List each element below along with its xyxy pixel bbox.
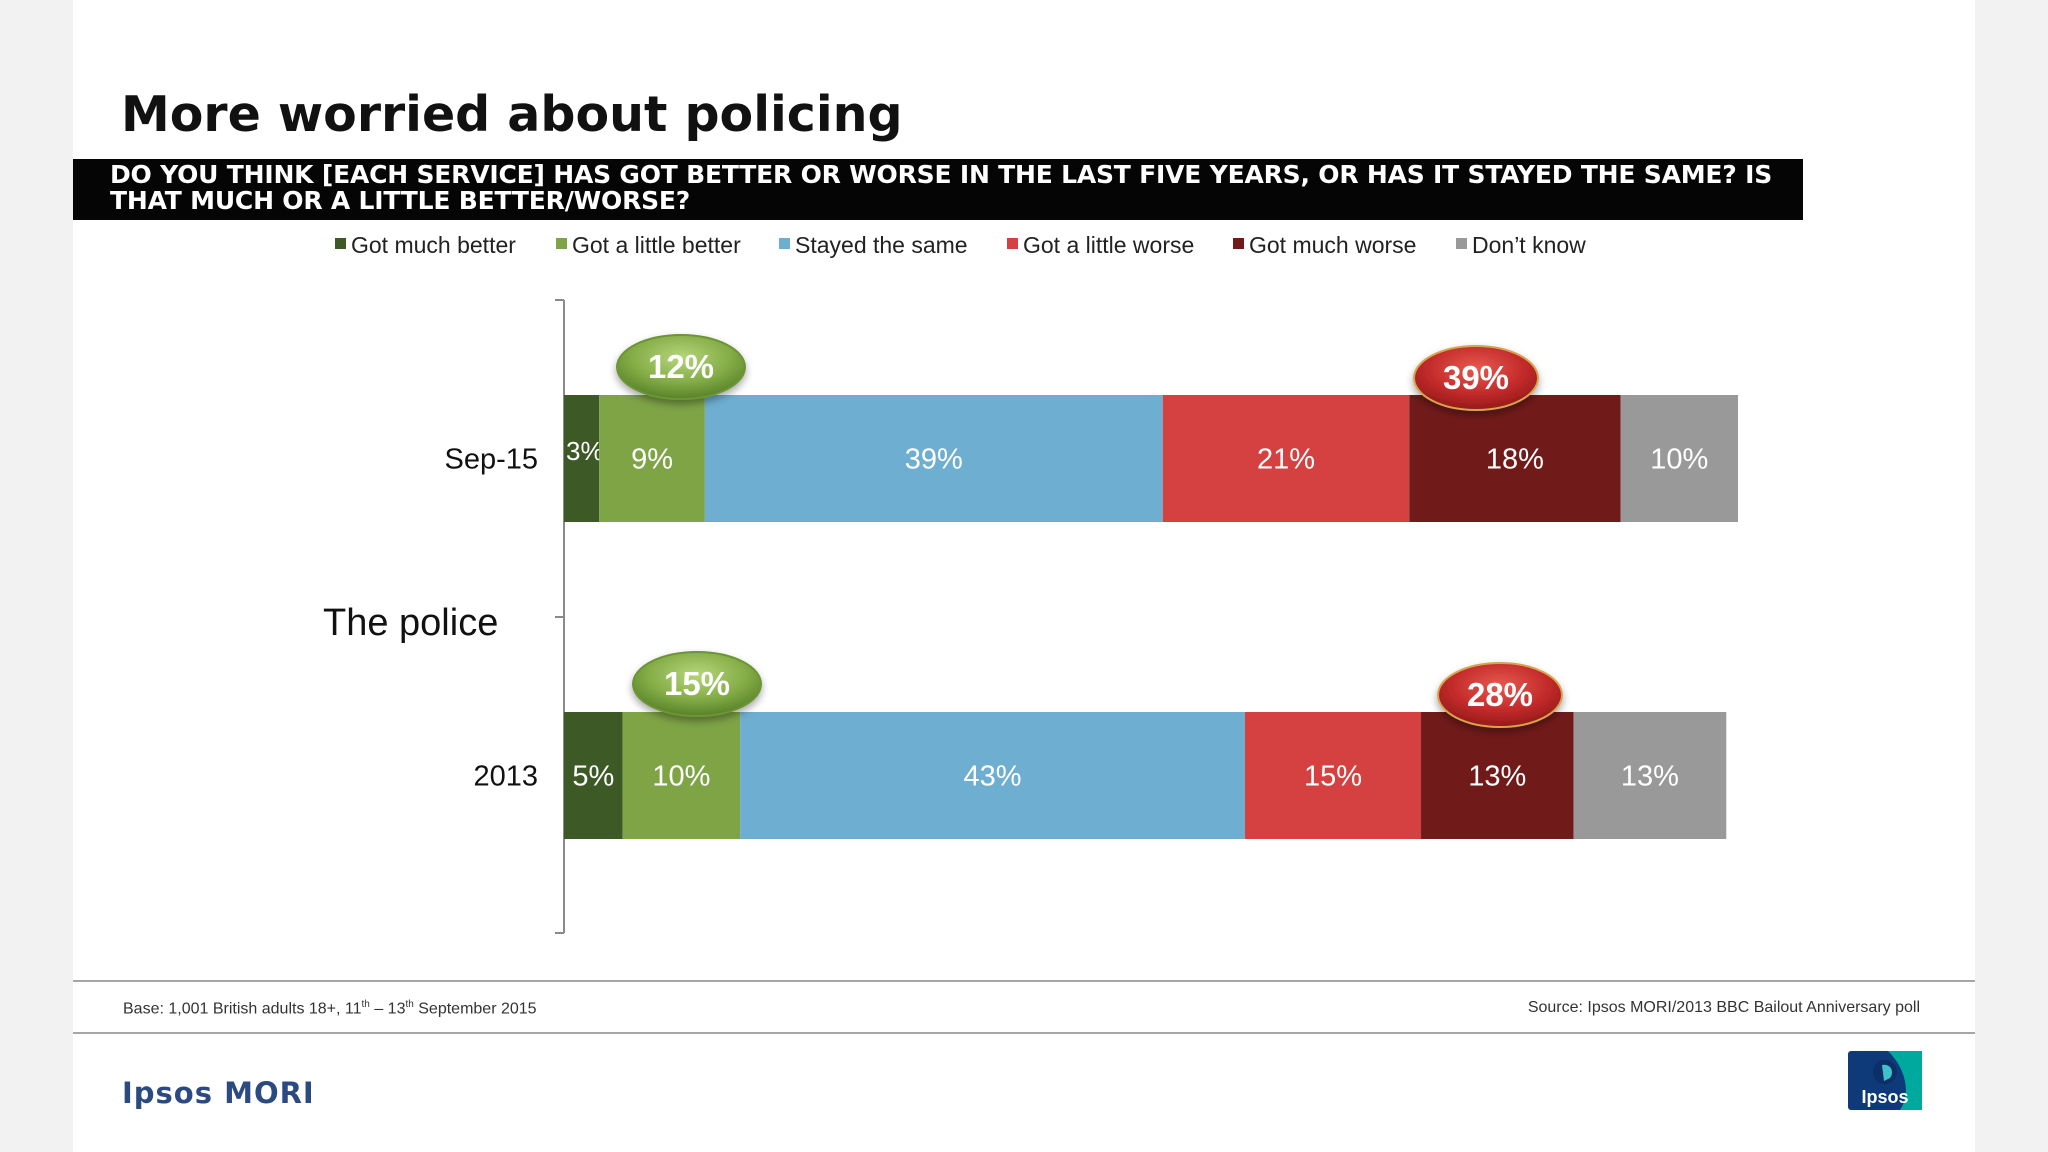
legend-swatch-5 (1456, 238, 1467, 249)
net-worse-shape-1 (1437, 662, 1563, 728)
legend-label-2: Stayed the same (795, 232, 968, 258)
category-label-0: Sep-15 (444, 444, 538, 476)
bar-label-1-2: 43% (963, 761, 1021, 793)
bar-label-0-1: 9% (631, 444, 673, 476)
bar-label-1-5: 13% (1621, 761, 1679, 793)
legend-label-5: Don’t know (1472, 232, 1586, 258)
bar-segment-0-1 (599, 395, 705, 522)
group-label: The police (323, 602, 498, 644)
bar-label-1-3: 15% (1304, 761, 1362, 793)
net-bubbles: 12% 39% 15% 28% (616, 334, 1563, 728)
legend-swatch-0 (335, 238, 346, 249)
legend-swatch-4 (1233, 238, 1244, 249)
chart-legend: Got much better Got a little better Stayed… (335, 232, 1586, 258)
bar-label-0-4: 18% (1486, 444, 1544, 476)
net-better-label-1: 15% (664, 665, 730, 702)
footer-divider-bottom (73, 1032, 1975, 1034)
bar-label-0-3: 21% (1257, 444, 1315, 476)
stacked-bar-chart: Got much better Got a little better Stayed… (323, 232, 1738, 934)
bar-label-0-0: 3% (566, 436, 604, 466)
net-better-label-0: 12% (648, 348, 714, 385)
legend-swatch-1 (556, 238, 567, 249)
base-sup-1: th (361, 999, 370, 1010)
bar-segment-1-3 (1244, 712, 1422, 839)
net-worse-shape-0 (1413, 345, 1539, 411)
chart-bars: 3% 9% 39% 21% 18% 10% 5% 10% 43% 15% 13% 13% (564, 395, 1738, 839)
slide: More worried about policing DO YOU THINK… (73, 0, 1975, 1152)
bar-segment-1-2 (740, 712, 1245, 839)
question-text: DO YOU THINK [EACH SERVICE] HAS GOT BETT… (110, 160, 1772, 215)
bar-label-1-4: 13% (1468, 761, 1526, 793)
legend-label-1: Got a little better (572, 232, 741, 258)
base-text: Base: 1,001 British adults 18+, 11 (123, 1000, 362, 1018)
bar-segment-1-5 (1573, 712, 1727, 839)
page-title: More worried about policing (121, 86, 903, 143)
bar-segment-0-3 (1162, 395, 1410, 522)
legend-label-4: Got much worse (1249, 232, 1416, 258)
bar-segment-0-4 (1409, 395, 1621, 522)
base-tail: September 2015 (413, 1000, 537, 1018)
source-note: Source: Ipsos MORI/2013 BBC Bailout Anni… (1527, 999, 1920, 1016)
bar-segment-0-5 (1620, 395, 1738, 522)
bar-label-1-1: 10% (652, 761, 710, 793)
net-better-shape-1 (632, 651, 762, 717)
net-better-bubble-0: 12% (616, 334, 746, 400)
logo-text: Ipsos (1861, 1087, 1908, 1107)
footer-divider-top (73, 980, 1975, 982)
legend-swatch-2 (779, 238, 790, 249)
bar-label-1-0: 5% (572, 761, 614, 793)
legend-label-0: Got much better (351, 232, 516, 258)
legend-label-3: Got a little worse (1023, 232, 1194, 258)
net-better-bubble-1: 15% (632, 651, 762, 717)
legend-swatch-3 (1007, 238, 1018, 249)
ipsos-logo-icon: Ipsos (1848, 1051, 1922, 1110)
bar-label-0-5: 10% (1650, 444, 1708, 476)
bar-segment-1-4 (1421, 712, 1574, 839)
ipsos-mori-wordmark: Ipsos MORI (122, 1076, 315, 1110)
base-dash: – 13 (369, 1000, 406, 1018)
bar-segment-0-0 (564, 395, 600, 522)
bar-label-0-2: 39% (905, 444, 963, 476)
bar-segment-1-1 (622, 712, 741, 839)
base-sup-2: th (405, 999, 414, 1010)
chart-axis: The police Sep-15 2013 (323, 299, 565, 934)
net-worse-label-1: 28% (1467, 676, 1533, 713)
base-note: Base: 1,001 British adults 18+, 11th – 1… (123, 999, 537, 1018)
category-label-1: 2013 (473, 761, 538, 793)
bar-segment-1-0 (564, 712, 623, 839)
question-banner: DO YOU THINK [EACH SERVICE] HAS GOT BETT… (73, 159, 1803, 220)
net-better-shape-0 (616, 334, 746, 400)
net-worse-bubble-0: 39% (1413, 345, 1539, 411)
bar-segment-0-2 (704, 395, 1163, 522)
net-worse-label-0: 39% (1443, 359, 1509, 396)
net-worse-bubble-1: 28% (1437, 662, 1563, 728)
